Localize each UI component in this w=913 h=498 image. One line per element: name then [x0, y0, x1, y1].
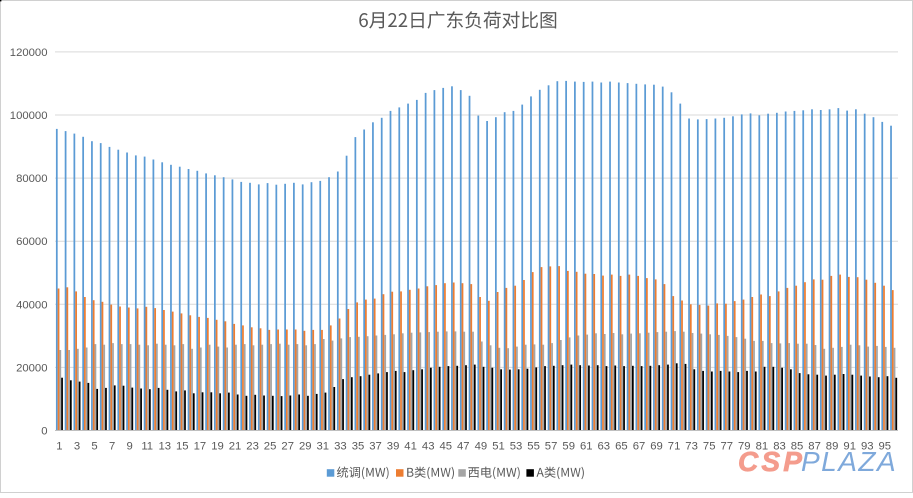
svg-text:29: 29: [299, 441, 312, 453]
svg-text:1: 1: [56, 441, 62, 453]
svg-text:61: 61: [580, 441, 593, 453]
svg-text:40000: 40000: [16, 299, 47, 311]
svg-text:0: 0: [41, 426, 47, 438]
svg-text:53: 53: [510, 441, 523, 453]
svg-text:20000: 20000: [16, 362, 47, 374]
svg-text:25: 25: [264, 441, 277, 453]
svg-text:39: 39: [387, 441, 400, 453]
svg-text:73: 73: [685, 441, 698, 453]
svg-text:59: 59: [562, 441, 575, 453]
svg-text:60000: 60000: [16, 236, 47, 248]
svg-text:47: 47: [457, 441, 470, 453]
svg-text:11: 11: [141, 441, 153, 453]
svg-text:13: 13: [159, 441, 172, 453]
svg-text:35: 35: [352, 441, 365, 453]
svg-text:71: 71: [668, 441, 681, 453]
svg-text:27: 27: [281, 441, 294, 453]
svg-text:49: 49: [475, 441, 488, 453]
svg-text:17: 17: [194, 441, 207, 453]
svg-text:77: 77: [721, 441, 734, 453]
svg-text:PLAZA: PLAZA: [801, 446, 897, 477]
svg-text:21: 21: [229, 441, 242, 453]
svg-text:19: 19: [211, 441, 224, 453]
svg-text:80000: 80000: [16, 173, 47, 185]
svg-text:69: 69: [650, 441, 663, 453]
svg-text:37: 37: [369, 441, 382, 453]
svg-text:51: 51: [492, 441, 505, 453]
svg-text:57: 57: [545, 441, 558, 453]
svg-text:79: 79: [738, 441, 751, 453]
svg-text:33: 33: [334, 441, 347, 453]
svg-text:63: 63: [598, 441, 611, 453]
svg-text:120000: 120000: [10, 47, 48, 59]
svg-text:85: 85: [791, 441, 804, 453]
svg-text:75: 75: [703, 441, 716, 453]
svg-text:9: 9: [126, 441, 132, 453]
svg-text:45: 45: [440, 441, 453, 453]
svg-text:67: 67: [633, 441, 646, 453]
svg-text:83: 83: [773, 441, 786, 453]
svg-text:15: 15: [176, 441, 189, 453]
svg-text:100000: 100000: [10, 110, 48, 122]
svg-text:23: 23: [246, 441, 259, 453]
svg-text:7: 7: [109, 441, 115, 453]
svg-text:81: 81: [756, 441, 769, 453]
svg-text:65: 65: [615, 441, 628, 453]
svg-text:95: 95: [879, 441, 892, 453]
svg-text:55: 55: [527, 441, 540, 453]
svg-text:87: 87: [808, 441, 821, 453]
svg-text:CSP: CSP: [738, 446, 805, 477]
svg-text:5: 5: [91, 441, 97, 453]
svg-text:43: 43: [422, 441, 435, 453]
svg-text:93: 93: [861, 441, 874, 453]
svg-text:89: 89: [826, 441, 839, 453]
svg-text:31: 31: [317, 441, 330, 453]
svg-text:3: 3: [74, 441, 80, 453]
svg-text:91: 91: [843, 441, 856, 453]
svg-text:41: 41: [404, 441, 417, 453]
